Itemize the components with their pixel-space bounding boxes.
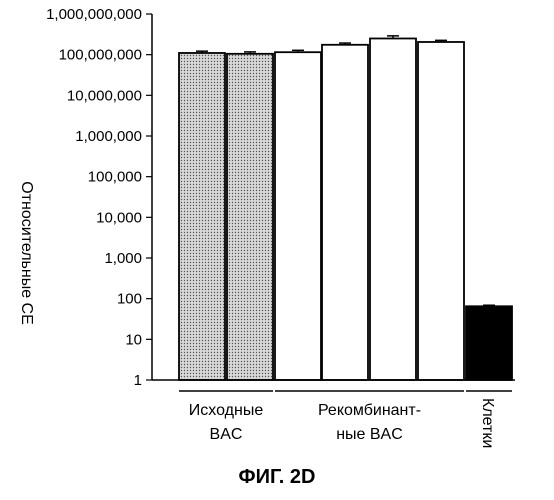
y-tick-label: 1,000,000	[75, 128, 142, 145]
group-label: Рекомбинант-	[318, 402, 421, 419]
y-tick-label: 100,000	[88, 169, 142, 186]
y-tick-label: 1,000	[104, 250, 142, 267]
bar	[179, 53, 225, 380]
bar-chart: 1 10 100 1,000 10,000 100,000 1,000,000 10,000,…	[0, 0, 554, 460]
figure-caption: ФИГ. 2D	[0, 466, 554, 489]
y-tick-label: 100,000,000	[59, 47, 142, 64]
bar	[466, 306, 512, 380]
y-tick-label: 1	[134, 372, 142, 389]
bar	[227, 54, 273, 380]
group-label: Клетки	[479, 398, 496, 448]
group-label: ные BAC	[336, 426, 403, 443]
bar	[370, 38, 416, 380]
y-tick-label: 1,000,000,000	[46, 6, 142, 23]
y-axis: 1 10 100 1,000 10,000 100,000 1,000,000 10,000,…	[46, 6, 152, 389]
group-label: BAC	[210, 426, 243, 443]
bar	[275, 52, 321, 380]
y-tick-label: 10,000	[96, 209, 142, 226]
group-label: Исходные	[189, 402, 264, 419]
bar	[418, 42, 464, 380]
bar	[322, 45, 368, 380]
bars	[179, 36, 512, 380]
y-tick-label: 10,000,000	[67, 87, 142, 104]
y-axis-label: Относительные СЕ	[18, 181, 35, 325]
x-axis: Исходные BAC Рекомбинант-ные BAC Клетки	[152, 380, 515, 448]
y-tick-label: 10	[125, 331, 142, 348]
y-tick-label: 100	[117, 291, 142, 308]
